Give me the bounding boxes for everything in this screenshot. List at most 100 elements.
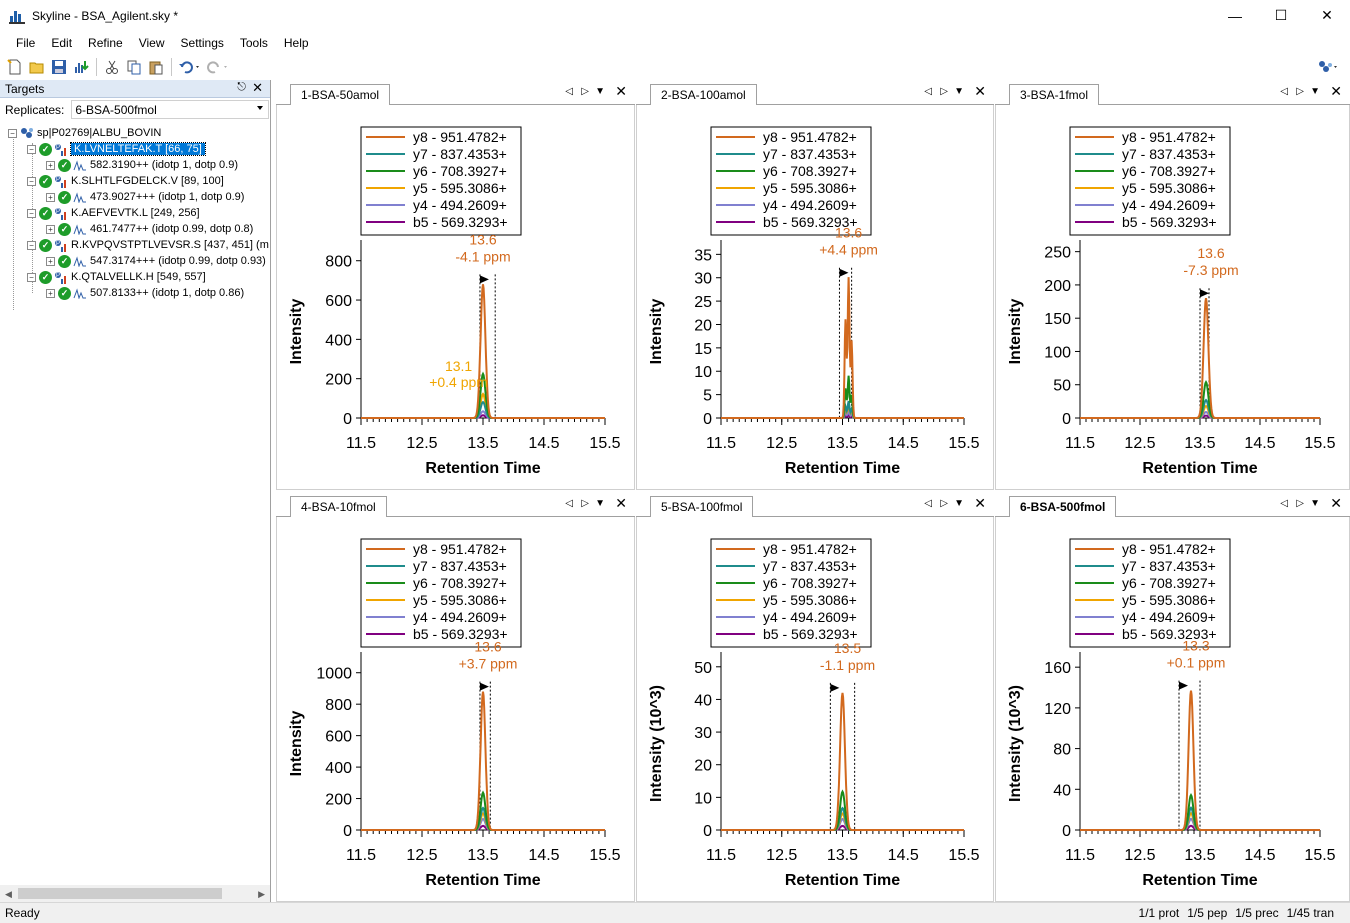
- scroll-right-icon[interactable]: ▷: [940, 86, 948, 97]
- close-icon[interactable]: ✕: [615, 83, 627, 99]
- expand-icon[interactable]: +: [46, 192, 55, 202]
- collapse-icon[interactable]: −: [27, 240, 36, 250]
- precursor-node[interactable]: + ✓ 507.8133++ (idotp 1, dotp 0.86): [46, 285, 244, 301]
- precursor-node[interactable]: + ✓ 582.3190++ (idotp 1, dotp 0.9): [46, 157, 238, 173]
- x-tick-label: 13.5: [1184, 435, 1215, 452]
- expand-icon[interactable]: +: [46, 224, 55, 234]
- menu-help[interactable]: Help: [283, 35, 309, 50]
- open-folder-icon[interactable]: [26, 56, 48, 78]
- peak-annotation: 13.3: [1182, 638, 1209, 654]
- precursor-node[interactable]: + ✓ 547.3174+++ (idotp 0.99, dotp 0.93): [46, 253, 266, 269]
- maximize-button[interactable]: ☐: [1274, 7, 1288, 23]
- pane-tab-bar: 5-BSA-100fmol ◁ ▷ ▼ ✕: [636, 492, 994, 517]
- trace-y5: [721, 812, 964, 831]
- expand-icon[interactable]: +: [46, 256, 55, 266]
- scroll-left-icon[interactable]: ◁: [1280, 86, 1288, 97]
- chevron-down-icon[interactable]: ▼: [954, 86, 964, 97]
- chromatogram-chart[interactable]: y8 - 951.4782+ y7 - 837.4353+ y6 - 708.392…: [636, 105, 994, 490]
- targets-tree[interactable]: − sp|P02769|ALBU_BOVIN − ✓ P K.LVNELTEFA…: [0, 121, 270, 881]
- new-document-icon[interactable]: [4, 56, 26, 78]
- peptide-node[interactable]: − ✓ P K.LVNELTEFAK.T [66, 75]: [27, 141, 206, 157]
- scroll-right-icon[interactable]: ▷: [581, 86, 589, 97]
- peptide-node[interactable]: − ✓ P K.SLHTLFGDELCK.V [89, 100]: [27, 173, 224, 189]
- collapse-icon[interactable]: −: [8, 128, 17, 138]
- menu-tools[interactable]: Tools: [239, 35, 268, 50]
- chromatogram-chart[interactable]: y8 - 951.4782+ y7 - 837.4353+ y6 - 708.392…: [995, 105, 1350, 490]
- close-icon[interactable]: ✕: [252, 80, 263, 95]
- pane-tab[interactable]: 1-BSA-50amol: [290, 84, 391, 105]
- peptide-node[interactable]: − ✓ P K.AEFVEVTK.L [249, 256]: [27, 205, 200, 221]
- peptide-node[interactable]: − ✓ P K.QTALVELLK.H [549, 557]: [27, 269, 206, 285]
- close-icon[interactable]: ✕: [974, 495, 986, 511]
- chromatogram-svg[interactable]: y8 - 951.4782+y7 - 837.4353+y6 - 708.392…: [276, 105, 635, 490]
- import-results-icon[interactable]: [70, 56, 92, 78]
- replicates-dropdown[interactable]: 6-BSA-500fmol: [71, 100, 270, 119]
- undo-icon[interactable]: [176, 56, 204, 78]
- precursor-icon: [73, 192, 86, 203]
- chevron-down-icon[interactable]: ▼: [1310, 498, 1320, 509]
- pin-icon[interactable]: ⎋: [237, 81, 246, 93]
- menu-edit[interactable]: Edit: [51, 35, 73, 50]
- chevron-down-icon[interactable]: ▼: [1310, 86, 1320, 97]
- y-tick-label: 600: [325, 729, 352, 746]
- scroll-right-icon[interactable]: ▷: [581, 498, 589, 509]
- menu-refine[interactable]: Refine: [88, 35, 123, 50]
- menu-file[interactable]: File: [16, 35, 36, 50]
- chevron-down-icon[interactable]: ▼: [595, 498, 605, 509]
- close-button[interactable]: ✕: [1321, 7, 1333, 23]
- chromatogram-svg[interactable]: y8 - 951.4782+y7 - 837.4353+y6 - 708.392…: [636, 517, 994, 902]
- scroll-left-icon[interactable]: ◁: [1280, 498, 1288, 509]
- menu-view[interactable]: View: [138, 35, 165, 50]
- scroll-right-icon[interactable]: ▷: [1296, 498, 1304, 509]
- collapse-icon[interactable]: −: [27, 176, 36, 186]
- legend-entry: y8 - 951.4782+: [763, 541, 857, 557]
- scroll-right-icon[interactable]: ▶: [258, 889, 265, 899]
- chromatogram-chart[interactable]: y8 - 951.4782+ y7 - 837.4353+ y6 - 708.392…: [276, 105, 635, 490]
- pane-tab[interactable]: 6-BSA-500fmol: [1009, 496, 1117, 517]
- pane-tab[interactable]: 2-BSA-100amol: [650, 84, 757, 105]
- chromatogram-svg[interactable]: y8 - 951.4782+y7 - 837.4353+y6 - 708.392…: [276, 517, 635, 902]
- scroll-left-icon[interactable]: ◀: [5, 889, 12, 899]
- chromatogram-svg[interactable]: y8 - 951.4782+y7 - 837.4353+y6 - 708.392…: [995, 105, 1350, 490]
- expand-icon[interactable]: +: [46, 160, 55, 170]
- chevron-down-icon[interactable]: ▼: [954, 498, 964, 509]
- close-icon[interactable]: ✕: [615, 495, 627, 511]
- horizontal-scrollbar[interactable]: ◀ ▶: [0, 885, 270, 902]
- scrollbar-thumb[interactable]: [18, 888, 222, 899]
- close-icon[interactable]: ✕: [1330, 83, 1342, 99]
- peptide-node[interactable]: − ✓ P R.KVPQVSTPTLVEVSR.S [437, 451] (m: [27, 237, 269, 253]
- collapse-icon[interactable]: −: [27, 144, 36, 154]
- chromatogram-svg[interactable]: y8 - 951.4782+y7 - 837.4353+y6 - 708.392…: [995, 517, 1350, 902]
- pane-tab[interactable]: 3-BSA-1fmol: [1009, 84, 1100, 105]
- collapse-icon[interactable]: −: [27, 272, 36, 282]
- chromatogram-chart[interactable]: y8 - 951.4782+ y7 - 837.4353+ y6 - 708.392…: [636, 517, 994, 902]
- scroll-right-icon[interactable]: ▷: [1296, 86, 1304, 97]
- save-icon[interactable]: [48, 56, 70, 78]
- collapse-icon[interactable]: −: [27, 208, 36, 218]
- protein-node[interactable]: − sp|P02769|ALBU_BOVIN: [8, 125, 161, 141]
- pane-tab-bar: 6-BSA-500fmol ◁ ▷ ▼ ✕: [995, 492, 1350, 517]
- chromatogram-chart[interactable]: y8 - 951.4782+ y7 - 837.4353+ y6 - 708.392…: [276, 517, 635, 902]
- scroll-right-icon[interactable]: ▷: [940, 498, 948, 509]
- close-icon[interactable]: ✕: [1330, 495, 1342, 511]
- scroll-left-icon[interactable]: ◁: [924, 498, 932, 509]
- expand-icon[interactable]: +: [46, 288, 55, 298]
- redo-icon[interactable]: [204, 56, 232, 78]
- chromatogram-svg[interactable]: y8 - 951.4782+y7 - 837.4353+y6 - 708.392…: [636, 105, 994, 490]
- copy-icon[interactable]: [123, 56, 145, 78]
- paste-icon[interactable]: [145, 56, 167, 78]
- chevron-down-icon[interactable]: ▼: [595, 86, 605, 97]
- scroll-left-icon[interactable]: ◁: [924, 86, 932, 97]
- close-icon[interactable]: ✕: [974, 83, 986, 99]
- chromatogram-chart[interactable]: y8 - 951.4782+ y7 - 837.4353+ y6 - 708.392…: [995, 517, 1350, 902]
- pane-tab[interactable]: 5-BSA-100fmol: [650, 496, 754, 517]
- cut-icon[interactable]: [101, 56, 123, 78]
- precursor-node[interactable]: + ✓ 461.7477++ (idotp 0.99, dotp 0.8): [46, 221, 253, 237]
- scroll-left-icon[interactable]: ◁: [565, 86, 573, 97]
- molecule-mode-icon[interactable]: [1316, 56, 1342, 78]
- menu-settings[interactable]: Settings: [180, 35, 224, 50]
- scroll-left-icon[interactable]: ◁: [565, 498, 573, 509]
- pane-tab[interactable]: 4-BSA-10fmol: [290, 496, 387, 517]
- minimize-button[interactable]: —: [1228, 7, 1242, 24]
- precursor-node[interactable]: + ✓ 473.9027+++ (idotp 1, dotp 0.9): [46, 189, 244, 205]
